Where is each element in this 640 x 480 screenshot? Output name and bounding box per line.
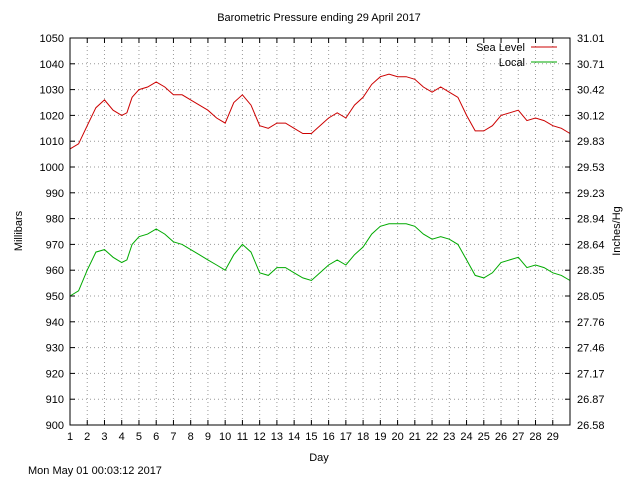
y2-tick-label: 27.76 bbox=[577, 317, 605, 329]
x-tick-label: 5 bbox=[136, 431, 142, 443]
y2-tick-label: 30.71 bbox=[577, 59, 605, 71]
y2-tick-label: 28.94 bbox=[577, 214, 605, 226]
x-tick-label: 15 bbox=[305, 431, 317, 443]
y-tick-label: 1040 bbox=[40, 59, 64, 71]
y-tick-label: 990 bbox=[46, 188, 64, 200]
y2-tick-label: 30.12 bbox=[577, 110, 605, 122]
x-tick-label: 12 bbox=[254, 431, 266, 443]
y-tick-label: 960 bbox=[46, 265, 64, 277]
y-tick-label: 980 bbox=[46, 214, 64, 226]
x-tick-label: 8 bbox=[188, 431, 194, 443]
x-tick-label: 4 bbox=[119, 431, 125, 443]
y2-tick-label: 27.46 bbox=[577, 343, 605, 355]
x-tick-label: 29 bbox=[547, 431, 559, 443]
y-tick-label: 920 bbox=[46, 368, 64, 380]
x-tick-label: 13 bbox=[271, 431, 283, 443]
y2-tick-label: 28.64 bbox=[577, 239, 605, 251]
y-tick-label: 1030 bbox=[40, 85, 64, 97]
legend-label: Local bbox=[499, 57, 525, 69]
y-tick-label: 940 bbox=[46, 317, 64, 329]
x-tick-label: 20 bbox=[391, 431, 403, 443]
x-tick-label: 16 bbox=[322, 431, 334, 443]
x-tick-label: 24 bbox=[460, 431, 472, 443]
x-tick-label: 28 bbox=[529, 431, 541, 443]
y2-tick-label: 28.35 bbox=[577, 265, 605, 277]
x-tick-label: 1 bbox=[67, 431, 73, 443]
y2-tick-label: 29.83 bbox=[577, 136, 605, 148]
y-tick-label: 950 bbox=[46, 291, 64, 303]
y-tick-label: 1020 bbox=[40, 110, 64, 122]
y-tick-label: 1050 bbox=[40, 33, 64, 45]
plot-frame bbox=[69, 37, 571, 426]
x-tick-label: 25 bbox=[478, 431, 490, 443]
x-tick-label: 11 bbox=[237, 431, 248, 443]
y2-tick-label: 26.87 bbox=[577, 394, 605, 406]
x-tick-label: 22 bbox=[426, 431, 438, 443]
y2-tick-label: 27.17 bbox=[577, 368, 605, 380]
series-line-sea-level bbox=[69, 73, 571, 150]
x-tick-label: 27 bbox=[512, 431, 524, 443]
chart-title: Barometric Pressure ending 29 April 2017 bbox=[217, 12, 421, 24]
y2-tick-label: 29.23 bbox=[577, 188, 605, 200]
x-tick-label: 21 bbox=[409, 431, 421, 443]
series-layer bbox=[69, 73, 571, 297]
y2-tick-label: 26.58 bbox=[577, 420, 605, 432]
x-tick-label: 14 bbox=[288, 431, 300, 443]
y-tick-label: 930 bbox=[46, 343, 64, 355]
y2-tick-label: 31.01 bbox=[577, 33, 605, 45]
y-tick-label: 970 bbox=[46, 239, 64, 251]
y2-tick-label: 29.53 bbox=[577, 162, 605, 174]
grid-layer bbox=[70, 38, 570, 425]
x-tick-label: 7 bbox=[170, 431, 176, 443]
legend-label: Sea Level bbox=[476, 42, 525, 54]
x-tick-label: 6 bbox=[153, 431, 159, 443]
legend: Sea Level Local bbox=[476, 42, 557, 69]
x-tick-label: 10 bbox=[219, 431, 231, 443]
x-tick-label: 3 bbox=[101, 431, 107, 443]
y2-axis-label: Inches/Hg bbox=[611, 206, 623, 256]
x-tick-label: 2 bbox=[84, 431, 90, 443]
x-tick-label: 19 bbox=[374, 431, 386, 443]
x-tick-label: 17 bbox=[340, 431, 352, 443]
y2-tick-label: 28.05 bbox=[577, 291, 605, 303]
y-axis-label: Millibars bbox=[13, 210, 25, 251]
x-tick-label: 23 bbox=[443, 431, 455, 443]
y-tick-label: 900 bbox=[46, 420, 64, 432]
footer-timestamp: Mon May 01 00:03:12 2017 bbox=[28, 465, 162, 477]
y-tick-label: 1000 bbox=[40, 162, 64, 174]
y-tick-label: 910 bbox=[46, 394, 64, 406]
y-tick-label: 1010 bbox=[40, 136, 64, 148]
x-axis-label: Day bbox=[309, 452, 329, 464]
x-tick-label: 9 bbox=[205, 431, 211, 443]
series-line-local bbox=[69, 223, 571, 297]
x-tick-label: 26 bbox=[495, 431, 507, 443]
y2-tick-label: 30.42 bbox=[577, 85, 605, 97]
x-tick-label: 18 bbox=[357, 431, 369, 443]
